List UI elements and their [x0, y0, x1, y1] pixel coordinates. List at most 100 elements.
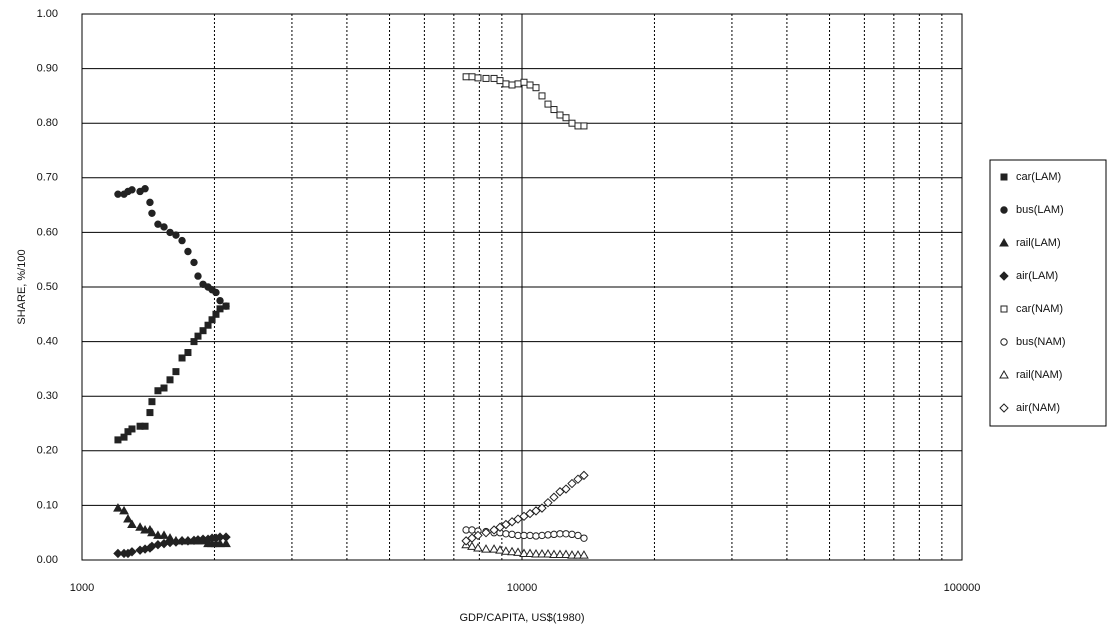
x-tick-label: 100000: [944, 582, 981, 594]
marker: [1000, 305, 1008, 313]
legend-label: air(NAM): [1016, 402, 1060, 414]
data-point: [520, 531, 528, 540]
data-point: [119, 505, 129, 515]
data-point: [502, 530, 510, 538]
data-point: [519, 511, 529, 522]
marker: [1000, 338, 1008, 346]
data-point: [567, 550, 577, 559]
data-point: [526, 81, 534, 89]
data-point: [482, 74, 490, 82]
data-point: [221, 532, 231, 542]
data-point: [128, 425, 136, 433]
data-point: [208, 316, 216, 324]
data-point: [146, 198, 154, 207]
data-point: [127, 547, 137, 557]
data-point: [525, 508, 535, 519]
data-point: [154, 387, 162, 395]
data-point: [222, 302, 230, 310]
data-point: [146, 409, 154, 417]
data-point: [507, 517, 517, 527]
data-point: [468, 73, 476, 81]
data-point: [481, 544, 491, 553]
data-point: [120, 433, 128, 441]
data-point: [172, 231, 180, 239]
data-point: [544, 100, 552, 108]
data-point: [568, 530, 576, 539]
data-point: [514, 531, 522, 540]
data-point: [141, 422, 149, 430]
data-point: [172, 368, 180, 376]
data-point: [204, 321, 212, 329]
data-point: [580, 534, 588, 542]
data-point: [467, 533, 477, 543]
data-point: [538, 92, 546, 100]
data-point: [579, 470, 589, 481]
y-tick-label: 0.90: [37, 63, 58, 75]
marker: [999, 237, 1009, 247]
y-tick-label: 1.00: [37, 8, 58, 20]
data-point: [573, 474, 583, 484]
data-point: [537, 548, 547, 558]
data-point: [127, 519, 137, 529]
data-point: [567, 478, 577, 489]
data-point: [549, 549, 559, 559]
y-tick-label: 0.50: [37, 281, 58, 293]
data-point: [178, 236, 186, 245]
legend-label: rail(NAM): [1016, 369, 1062, 381]
data-point: [113, 503, 123, 512]
data-point: [190, 258, 198, 267]
data-point: [501, 519, 511, 530]
data-point: [573, 550, 583, 559]
data-point: [114, 436, 122, 444]
data-point: [474, 74, 482, 82]
y-tick-label: 0.00: [37, 554, 58, 566]
data-point: [212, 288, 220, 297]
data-point: [184, 349, 192, 357]
data-point: [574, 122, 582, 130]
data-point: [221, 538, 231, 548]
data-point: [537, 503, 547, 513]
data-point: [190, 338, 198, 346]
data-point: [580, 122, 588, 130]
data-point: [556, 530, 564, 538]
data-point: [462, 73, 470, 81]
data-point: [135, 522, 145, 531]
legend-label: bus(NAM): [1016, 336, 1066, 348]
data-point: [544, 531, 552, 539]
data-point: [215, 538, 225, 548]
data-point: [216, 305, 224, 313]
data-point: [154, 220, 162, 228]
y-tick-label: 0.30: [37, 390, 58, 402]
data-point: [550, 530, 558, 539]
data-point: [526, 531, 534, 540]
data-point: [194, 332, 202, 340]
data-point: [473, 530, 483, 541]
data-point: [467, 541, 477, 550]
data-point: [514, 80, 522, 88]
marker: [999, 369, 1009, 379]
data-point: [495, 545, 505, 554]
marker: [999, 271, 1009, 281]
legend-label: rail(LAM): [1016, 237, 1061, 249]
data-point: [550, 106, 558, 114]
data-point: [184, 247, 192, 256]
data-point: [153, 530, 163, 539]
data-point: [513, 547, 523, 556]
data-point: [490, 74, 498, 82]
data-point: [160, 223, 168, 231]
data-point: [468, 526, 476, 534]
data-point: [166, 228, 174, 237]
data-point: [520, 78, 528, 86]
data-point: [531, 548, 541, 558]
x-axis-title: GDP/CAPITA, US$(1980): [459, 612, 584, 624]
legend-box: [989, 159, 1107, 427]
data-point: [501, 546, 511, 555]
y-tick-label: 0.80: [37, 117, 58, 129]
data-point: [141, 185, 149, 193]
data-point: [113, 548, 123, 559]
y-tick-label: 0.20: [37, 445, 58, 457]
data-point: [166, 376, 174, 384]
legend-label: bus(LAM): [1016, 204, 1064, 216]
legend-label: car(LAM): [1016, 171, 1061, 183]
